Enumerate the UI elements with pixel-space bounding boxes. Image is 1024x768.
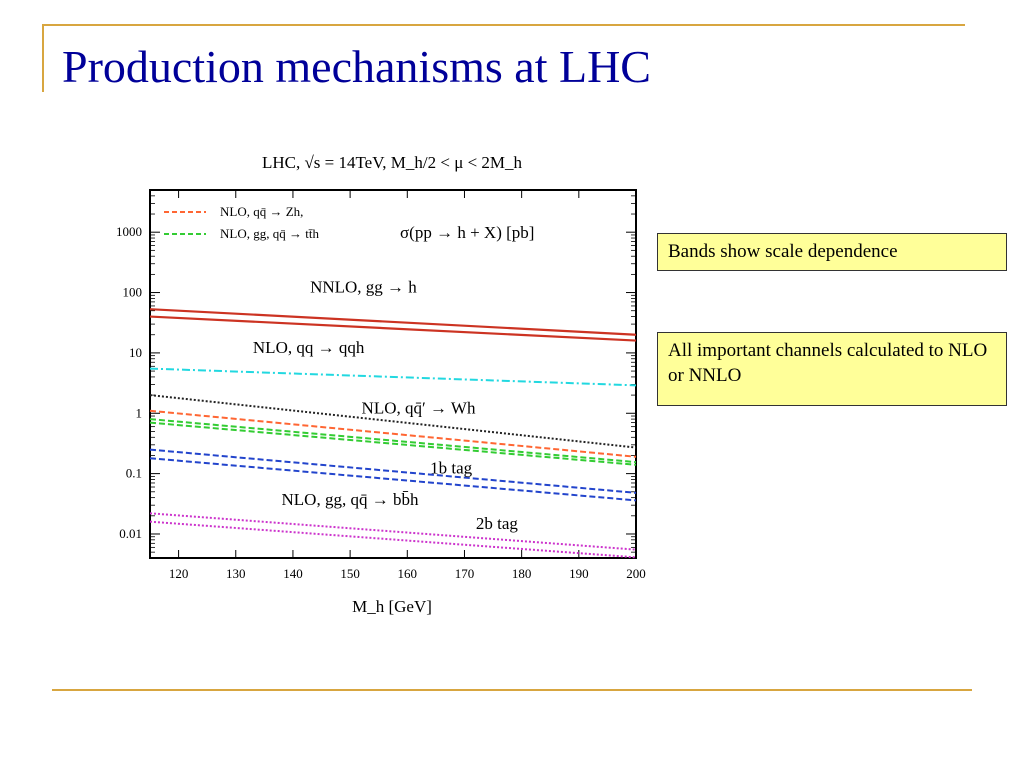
legend-label-1: NLO, gg, qq̄ → tt̄h (220, 226, 319, 241)
scale-dependence-note: Bands show scale dependence (657, 233, 1007, 271)
series-line-10 (149, 520, 637, 559)
top-rule (42, 24, 965, 26)
left-rule (42, 24, 44, 92)
series-layer (149, 308, 637, 559)
x-axis-label: M_h [GeV] (352, 597, 432, 616)
channels-note: All important channels calculated to NLO… (657, 332, 1007, 406)
series-label-5: 2b tag (476, 514, 519, 533)
series-label-1: NLO, qq → qqh (253, 338, 365, 357)
cross-section-annotation: σ(pp → h + X) [pb] (400, 223, 534, 242)
series-line-5 (149, 418, 637, 464)
axis-ticks: 120 130 140 150 160 170 180 190 200 0.01 0.1 1 10 100… (116, 189, 646, 581)
slide-title: Production mechanisms at LHC (62, 41, 651, 92)
x-tick-label: 120 (169, 566, 189, 581)
chart-title: LHC, √s = 14TeV, M_h/2 < μ < 2M_h (262, 153, 523, 172)
series-line-9 (149, 512, 637, 551)
x-tick-label: 200 (626, 566, 646, 581)
labels-layer: NNLO, gg → h NLO, qq → qqh NLO, qq̄′ → Wh 1… (253, 278, 519, 534)
series-line-8 (149, 457, 637, 502)
y-tick-label: 100 (123, 285, 143, 300)
x-tick-label: 170 (455, 566, 475, 581)
legend-label-0: NLO, qq̄ → Zh, (220, 204, 303, 219)
series-line-0 (149, 308, 637, 336)
bottom-rule (52, 689, 972, 691)
series-label-3: 1b tag (430, 459, 473, 478)
series-label-2: NLO, qq̄′ → Wh (362, 398, 476, 417)
series-label-0: NNLO, gg → h (310, 278, 417, 297)
y-tick-label: 1000 (116, 224, 142, 239)
plot-frame (149, 189, 637, 559)
x-tick-label: 180 (512, 566, 532, 581)
y-tick-label: 1 (136, 405, 143, 420)
series-line-1 (149, 315, 637, 342)
series-line-6 (149, 421, 637, 466)
series-line-2 (149, 367, 637, 387)
x-tick-label: 140 (283, 566, 303, 581)
series-line-4 (149, 409, 637, 458)
x-tick-label: 160 (398, 566, 418, 581)
series-line-3 (149, 394, 637, 449)
y-tick-label: 0.1 (126, 466, 142, 481)
series-line-7 (149, 448, 637, 494)
x-tick-label: 150 (340, 566, 360, 581)
y-tick-label: 0.01 (119, 526, 142, 541)
x-tick-label: 130 (226, 566, 246, 581)
y-tick-label: 10 (129, 345, 142, 360)
series-label-4: NLO, gg, qq̄ → bb̄h (282, 490, 419, 509)
legend: NLO, qq̄ → Zh, NLO, gg, qq̄ → tt̄h (164, 204, 319, 241)
x-tick-label: 190 (569, 566, 589, 581)
